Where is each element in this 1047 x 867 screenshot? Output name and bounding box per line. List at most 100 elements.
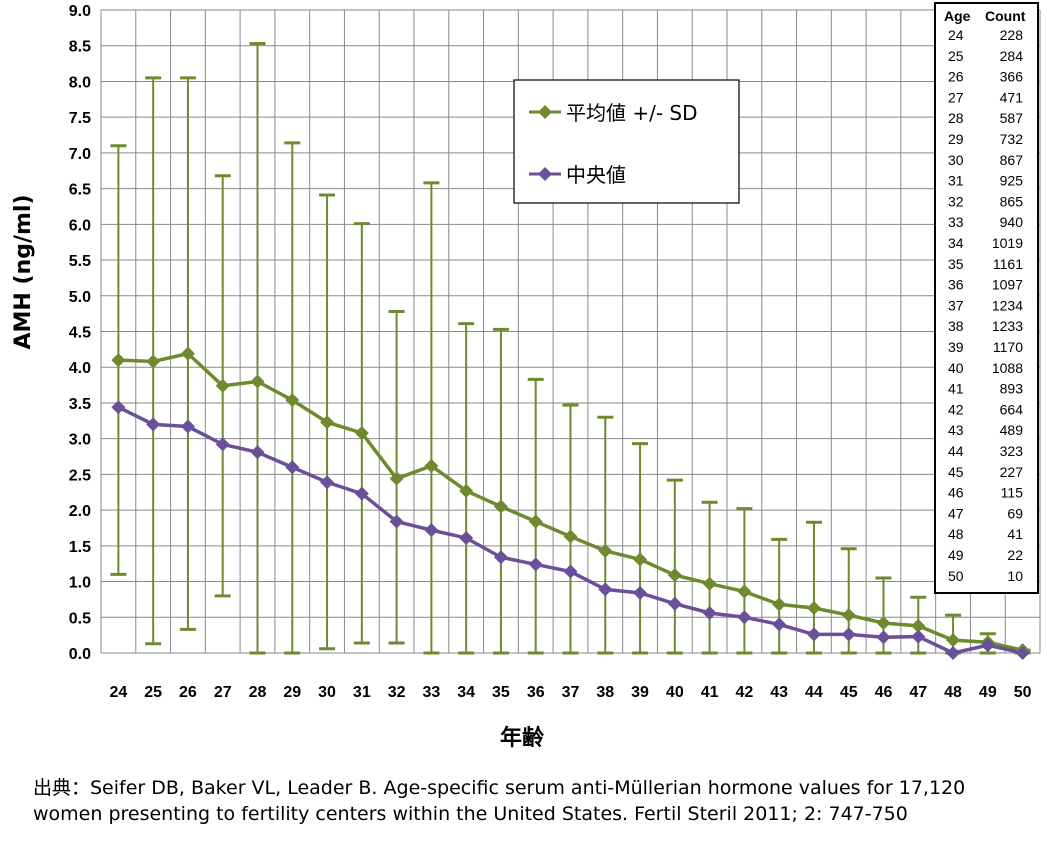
legend: 平均値 +/- SD 中央値 bbox=[513, 79, 740, 204]
median-point bbox=[528, 557, 543, 572]
x-tick-label: 25 bbox=[144, 684, 162, 701]
table-cell-count: 1233 bbox=[992, 318, 1023, 334]
y-tick-label: 4.0 bbox=[69, 360, 91, 377]
y-tick-label: 6.5 bbox=[69, 182, 91, 199]
table-cell-age: 24 bbox=[948, 27, 964, 43]
mean-point bbox=[354, 425, 369, 440]
table-cell-count: 69 bbox=[1007, 505, 1023, 521]
median-point bbox=[250, 445, 265, 460]
table-cell-count: 10 bbox=[1007, 568, 1023, 584]
mean-point bbox=[598, 543, 613, 558]
x-tick-label: 41 bbox=[701, 684, 719, 701]
x-tick-label: 29 bbox=[283, 684, 301, 701]
count-table: Age Count 24 228 25 284 26 366 27 471 28 587 29 732… bbox=[934, 2, 1039, 594]
y-tick-labels: 0.0 0.5 1.0 1.5 2.0 2.5 3.0 3.5 4.0 4.5 5.0 5.5 6.0 6… bbox=[69, 3, 91, 663]
median-point bbox=[180, 419, 195, 434]
table-cell-age: 42 bbox=[948, 401, 964, 417]
y-tick-label: 5.5 bbox=[69, 253, 91, 270]
x-tick-label: 40 bbox=[666, 684, 684, 701]
mean-point bbox=[528, 514, 543, 529]
median-point bbox=[1015, 646, 1030, 660]
table-cell-age: 28 bbox=[948, 110, 964, 126]
x-tick-label: 47 bbox=[909, 684, 927, 701]
median-point bbox=[702, 605, 717, 620]
x-tick-label: 33 bbox=[422, 684, 440, 701]
table-cell-count: 1234 bbox=[992, 297, 1023, 313]
table-cell-age: 41 bbox=[948, 381, 964, 397]
table-cell-count: 587 bbox=[1000, 110, 1024, 126]
median-point bbox=[911, 629, 926, 644]
table-cell-count: 228 bbox=[1000, 27, 1024, 43]
table-cell-age: 29 bbox=[948, 131, 964, 147]
x-tick-labels: 24 25 26 27 28 29 30 31 32 33 34 35 36 37 38 39 40 41 42 43… bbox=[109, 684, 1031, 701]
amh-chart: 0.0 0.5 1.0 1.5 2.0 2.5 3.0 3.5 4.0 4.5 5.0 5.5 6.0 6… bbox=[11, 2, 1041, 751]
table-cell-age: 47 bbox=[948, 505, 964, 521]
table-cell-count: 732 bbox=[1000, 131, 1024, 147]
mean-point bbox=[493, 499, 508, 514]
x-tick-label: 46 bbox=[875, 684, 893, 701]
table-cell-count: 664 bbox=[1000, 401, 1024, 417]
mean-point bbox=[285, 393, 300, 408]
table-cell-age: 49 bbox=[948, 547, 964, 563]
x-tick-label: 38 bbox=[596, 684, 614, 701]
x-tick-label: 34 bbox=[457, 684, 475, 701]
mean-point bbox=[841, 608, 856, 623]
median-point bbox=[459, 530, 474, 545]
table-rows: 24 228 25 284 26 366 27 471 28 587 29 732 30 867 31 925… bbox=[948, 27, 1023, 584]
x-tick-label: 36 bbox=[527, 684, 545, 701]
y-tick-label: 1.5 bbox=[69, 539, 91, 556]
median-point bbox=[320, 475, 335, 490]
table-cell-count: 1088 bbox=[992, 360, 1023, 376]
legend-marker-mean bbox=[538, 105, 552, 119]
y-tick-label: 1.0 bbox=[69, 575, 91, 592]
table-cell-age: 39 bbox=[948, 339, 964, 355]
median-point bbox=[389, 514, 404, 529]
legend-label-median: 中央値 bbox=[566, 163, 626, 187]
x-tick-label: 48 bbox=[944, 684, 962, 701]
table-cell-age: 45 bbox=[948, 464, 964, 480]
mean-point bbox=[737, 584, 752, 599]
table-cell-age: 26 bbox=[948, 69, 964, 85]
table-cell-count: 41 bbox=[1007, 526, 1023, 542]
table-cell-count: 940 bbox=[1000, 214, 1024, 230]
mean-point bbox=[911, 618, 926, 633]
x-tick-label: 27 bbox=[214, 684, 232, 701]
table-cell-age: 46 bbox=[948, 485, 964, 501]
y-tick-label: 0.5 bbox=[69, 610, 91, 627]
table-cell-count: 471 bbox=[1000, 89, 1024, 105]
table-cell-age: 48 bbox=[948, 526, 964, 542]
median-point bbox=[772, 617, 787, 632]
table-cell-count: 227 bbox=[1000, 464, 1024, 480]
median-point bbox=[876, 630, 891, 645]
mean-point bbox=[946, 633, 961, 648]
table-cell-age: 34 bbox=[948, 235, 964, 251]
x-tick-label: 32 bbox=[388, 684, 406, 701]
table-cell-count: 1019 bbox=[992, 235, 1023, 251]
x-tick-label: 49 bbox=[979, 684, 997, 701]
y-tick-label: 0.0 bbox=[69, 646, 91, 663]
mean-point bbox=[215, 378, 230, 393]
mean-point bbox=[180, 346, 195, 361]
table-cell-count: 22 bbox=[1007, 547, 1023, 563]
table-cell-age: 32 bbox=[948, 193, 964, 209]
legend-marker-median bbox=[538, 167, 552, 181]
table-cell-age: 35 bbox=[948, 256, 964, 272]
x-tick-label: 28 bbox=[249, 684, 267, 701]
legend-label-mean: 平均値 +/- SD bbox=[566, 101, 698, 125]
y-tick-label: 5.0 bbox=[69, 289, 91, 306]
table-cell-count: 1170 bbox=[993, 339, 1023, 355]
mean-point bbox=[806, 600, 821, 615]
table-cell-age: 36 bbox=[948, 277, 964, 293]
y-tick-label: 6.0 bbox=[69, 217, 91, 234]
x-tick-label: 43 bbox=[770, 684, 788, 701]
series-markers bbox=[111, 346, 1030, 660]
median-point bbox=[285, 460, 300, 475]
mean-point bbox=[667, 568, 682, 583]
mean-point bbox=[702, 576, 717, 591]
x-tick-label: 26 bbox=[179, 684, 197, 701]
table-cell-count: 323 bbox=[1000, 443, 1024, 459]
x-tick-label: 30 bbox=[318, 684, 336, 701]
x-tick-label: 44 bbox=[805, 684, 823, 701]
table-cell-age: 40 bbox=[948, 360, 964, 376]
table-cell-count: 925 bbox=[1000, 173, 1024, 189]
